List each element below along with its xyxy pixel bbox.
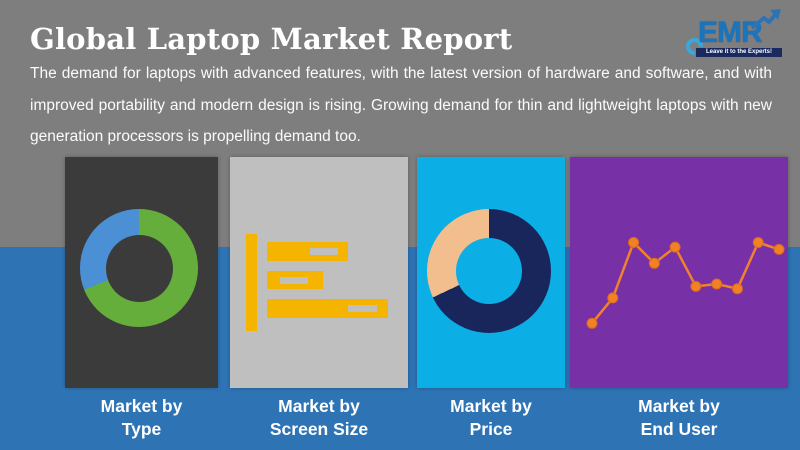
bar-chart-bar-1 (267, 242, 349, 261)
donut-chart-type (80, 209, 198, 327)
caption-line: Market by (100, 396, 183, 416)
growth-arrow-icon (750, 9, 781, 30)
panel-market-by-end-user (570, 157, 788, 388)
panel-market-by-price (417, 157, 565, 388)
logo-tagline: Leave it to the Experts! (696, 48, 782, 57)
caption-market-by-screen-size: Market by Screen Size (220, 395, 418, 441)
logo-brand-text: EMR (698, 16, 763, 49)
panel-market-by-screen-size (230, 157, 408, 388)
caption-line: Price (469, 419, 513, 439)
caption-line: Type (121, 419, 162, 439)
page-title: Global Laptop Market Report (30, 22, 513, 56)
caption-market-by-type: Market by Type (55, 395, 228, 441)
description-text: The demand for laptops with advanced fea… (30, 65, 772, 145)
caption-line: Screen Size (269, 419, 369, 439)
caption-market-by-end-user: Market by End User (560, 395, 798, 441)
caption-line: End User (640, 419, 718, 439)
bar-chart-axis (246, 234, 257, 331)
caption-line: Market by (638, 396, 720, 416)
caption-line: Market by (450, 396, 532, 416)
donut-chart-price (427, 209, 551, 333)
line-chart-end-user (586, 237, 785, 329)
caption-line: Market by (278, 396, 360, 416)
bar-chart-bar-2 (267, 271, 323, 289)
bar-chart-bar-3 (267, 299, 388, 318)
caption-market-by-price: Market by Price (407, 395, 575, 441)
emr-logo: EMR Leave it to the Experts! (682, 8, 782, 60)
panel-market-by-type (65, 157, 218, 388)
